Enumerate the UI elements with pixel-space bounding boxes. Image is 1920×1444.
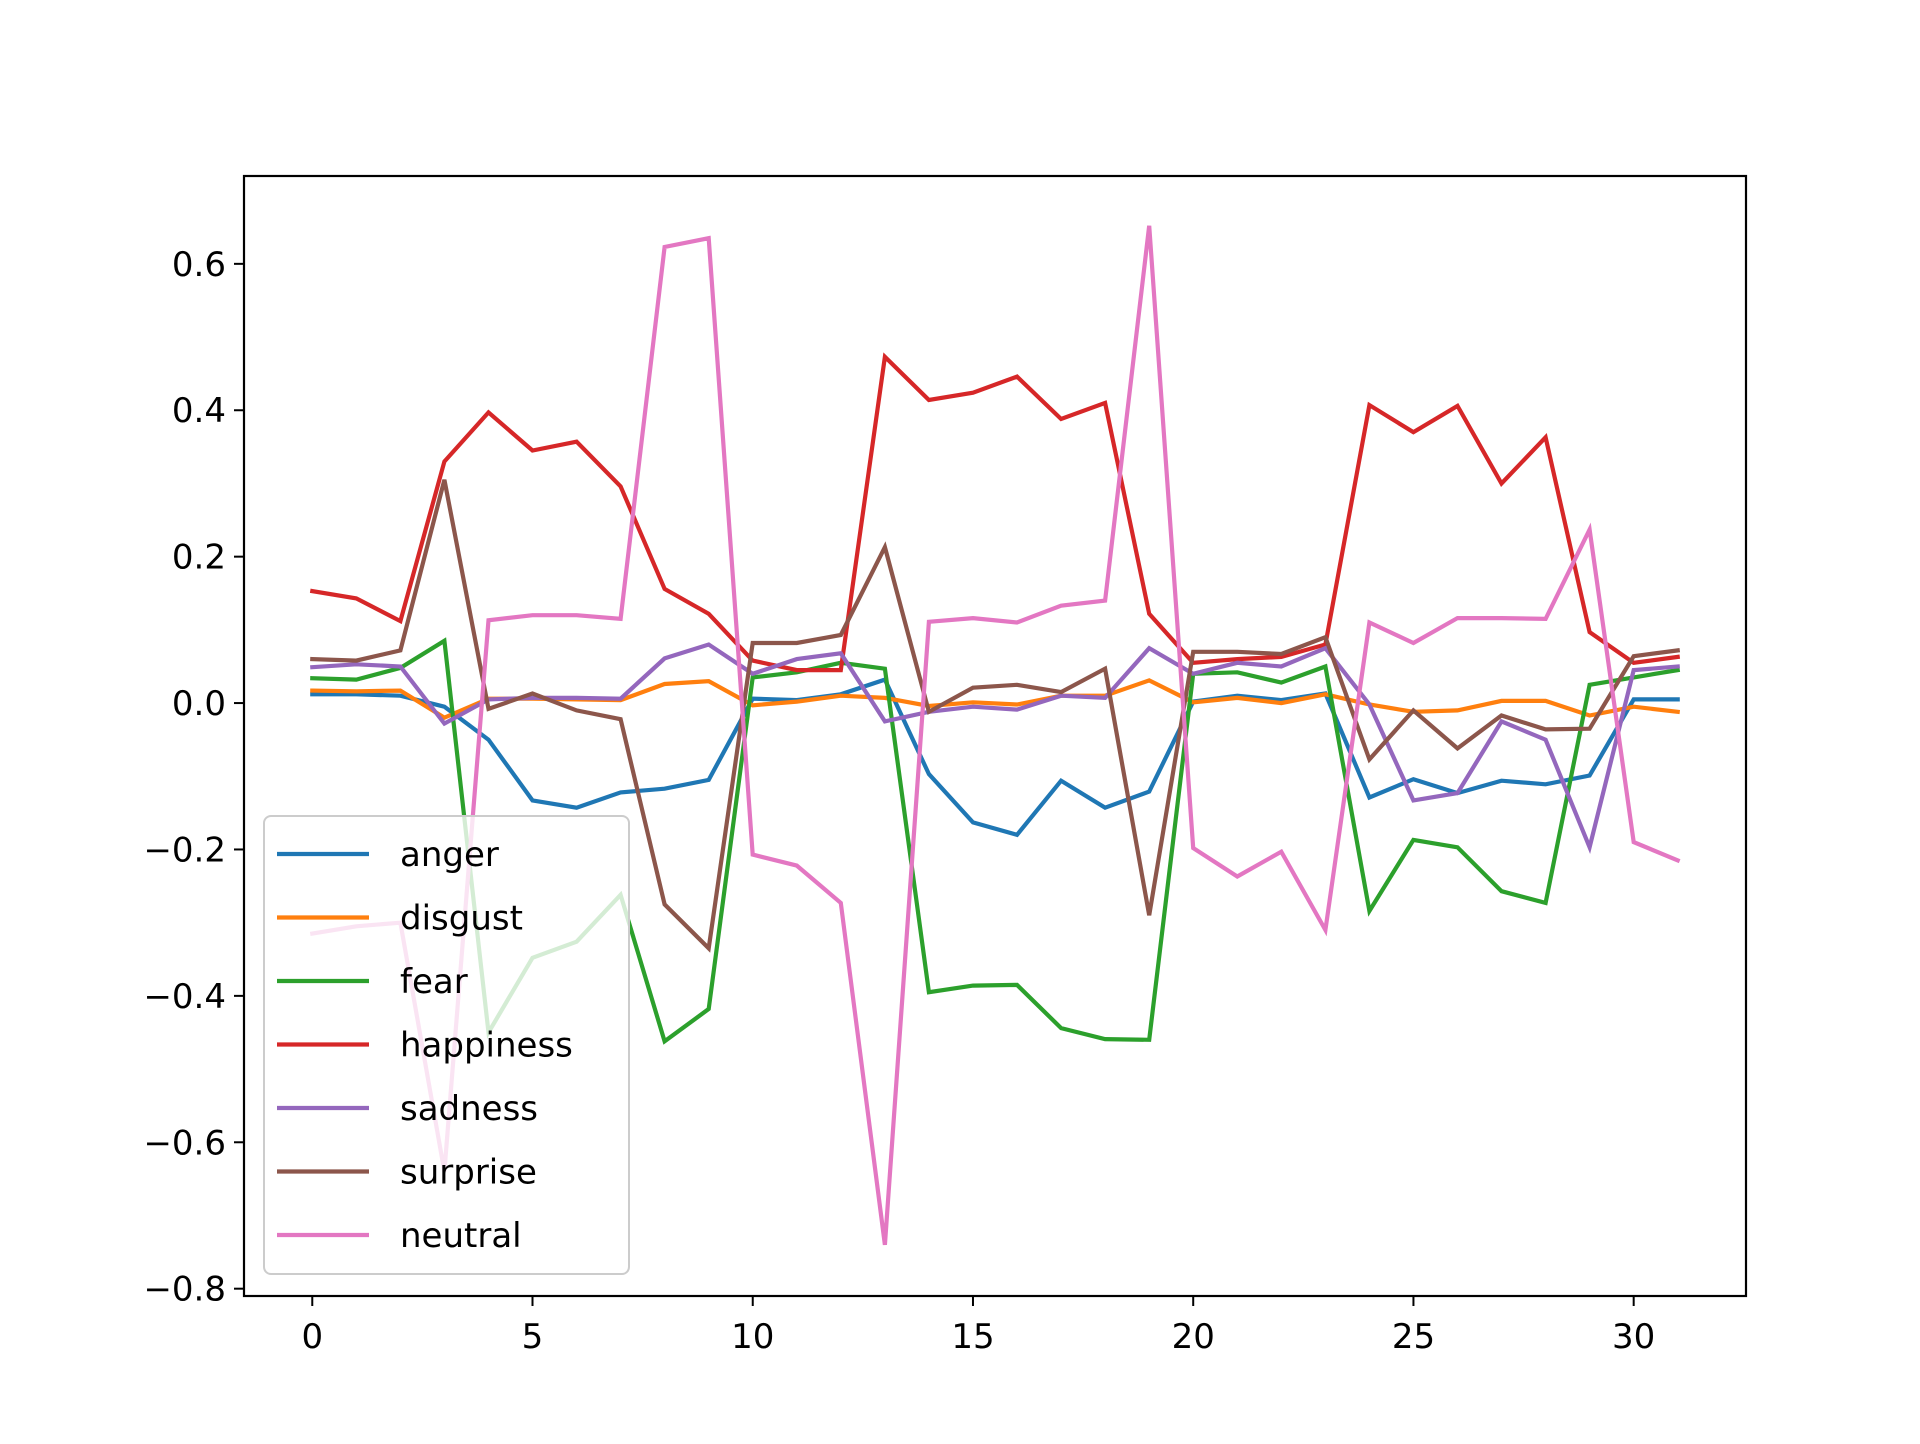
legend-label-happiness: happiness [400, 1026, 573, 1066]
legend: anger disgust fear happiness sadness surprise… [263, 815, 630, 1275]
y-tick-label: 0.4 [172, 391, 226, 431]
series-line-neutral [309, 225, 1681, 1246]
legend-label-disgust: disgust [400, 899, 523, 939]
y-tick-label: −0.6 [143, 1123, 226, 1163]
legend-box [263, 815, 630, 1275]
y-tick-label: −0.8 [143, 1270, 226, 1310]
x-tick-label: 10 [731, 1317, 774, 1357]
legend-label-surprise: surprise [400, 1153, 537, 1193]
legend-label-neutral: neutral [400, 1216, 522, 1256]
y-tick-label: −0.2 [143, 830, 226, 870]
plot-frame [242, 174, 1748, 1298]
y-tick-label: −0.4 [143, 977, 226, 1017]
x-tick-label: 20 [1172, 1317, 1215, 1357]
y-tick-label: 0.6 [172, 245, 226, 285]
series-line-surprise [310, 479, 1681, 953]
x-tick-label: 0 [301, 1317, 323, 1357]
series-line-anger [310, 677, 1680, 838]
y-tick-label: 0.2 [172, 538, 226, 578]
series-line-happiness [309, 352, 1681, 673]
x-tick-label: 30 [1612, 1317, 1655, 1357]
legend-label-anger: anger [400, 835, 499, 875]
y-axis: −0.8 −0.6 −0.4 −0.2 0.0 0.2 0.4 0.6 [143, 245, 244, 1310]
x-axis: 0 5 10 15 20 25 30 [301, 1296, 1655, 1357]
legend-label-sadness: sadness [400, 1089, 538, 1129]
x-tick-label: 15 [951, 1317, 994, 1357]
x-tick-label: 5 [522, 1317, 544, 1357]
legend-label-fear: fear [400, 962, 468, 1002]
x-tick-label: 25 [1392, 1317, 1435, 1357]
y-tick-label: 0.0 [172, 684, 226, 724]
